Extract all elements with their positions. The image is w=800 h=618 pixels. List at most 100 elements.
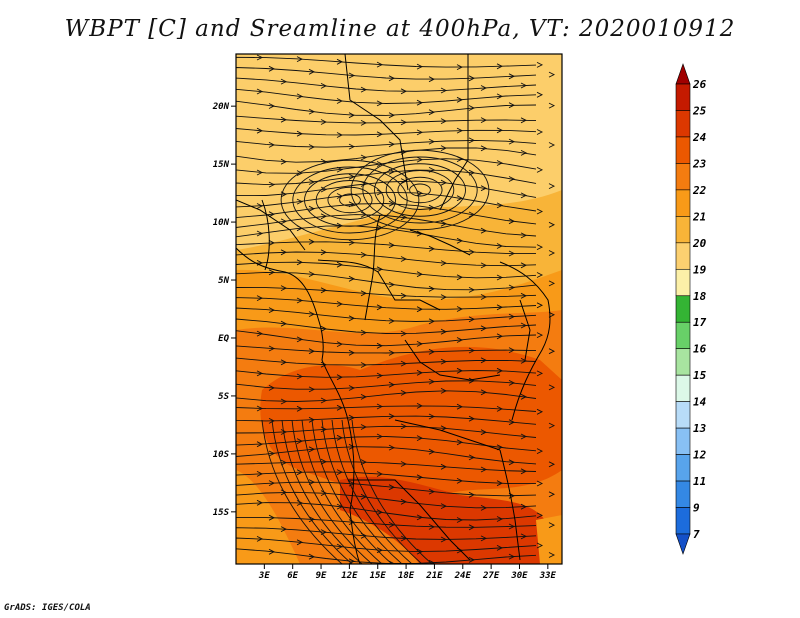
- streamline-arrow: [268, 384, 276, 391]
- streamline-arrow: [268, 480, 276, 487]
- streamline-arrow: [296, 56, 304, 63]
- streamline-arrow: [360, 154, 368, 161]
- streamline-arrow: [496, 274, 504, 281]
- streamline-arrow: [468, 316, 476, 323]
- colorbar-segment: [675, 480, 691, 508]
- streamline-arrow: [480, 535, 488, 542]
- colorbar-label: 20: [692, 237, 707, 250]
- streamline-arrow: [548, 422, 556, 429]
- streamline-arrow: [508, 102, 516, 109]
- streamline-arrow: [376, 342, 384, 349]
- streamline-arrow: [280, 459, 288, 466]
- streamline-arrow: [376, 509, 384, 516]
- streamline-arrow: [296, 170, 304, 177]
- streamline-arrow: [280, 191, 288, 198]
- lon-tick-label: 18E: [398, 571, 415, 581]
- streamline-arrow: [256, 88, 264, 95]
- colorbar-segment: [675, 454, 691, 482]
- streamline-arrow: [320, 82, 328, 89]
- streamline-arrow: [456, 127, 464, 134]
- lon-tick-label: 6E: [287, 571, 298, 581]
- streamline-arrow: [428, 448, 436, 455]
- streamline-arrow: [256, 470, 264, 477]
- streamline: [236, 100, 537, 116]
- streamline-arrow: [320, 119, 328, 125]
- streamline-arrow: [428, 488, 436, 495]
- streamline-arrow: [256, 127, 264, 134]
- streamline-arrow: [508, 419, 516, 426]
- lat-tick-label: EQ: [218, 334, 229, 344]
- streamline-arrow: [400, 88, 408, 95]
- streamline-arrow: [348, 72, 356, 79]
- streamline-arrow: [456, 367, 464, 374]
- colorbar-segment: [675, 348, 691, 376]
- streamline-arrow: [520, 232, 528, 239]
- streamline: [281, 419, 363, 564]
- streamline-arrow: [296, 297, 304, 304]
- colorbar-segment: [675, 216, 691, 244]
- streamline-arrow: [480, 325, 488, 332]
- streamline-arrow: [256, 54, 264, 61]
- streamline-arrow: [256, 370, 264, 377]
- streamline-arrow: [308, 311, 316, 318]
- streamline-arrow: [400, 119, 408, 126]
- streamline-arrow: [360, 393, 368, 400]
- streamline-arrow: [520, 468, 528, 475]
- streamline: [261, 419, 343, 564]
- streamline-arrow: [548, 183, 556, 190]
- colorbar-segment: [675, 136, 691, 164]
- streamline-arrow: [308, 386, 316, 393]
- streamline-arrow: [508, 459, 516, 466]
- streamline-arrow: [320, 287, 328, 294]
- streamline-arrow: [536, 302, 544, 309]
- streamline-arrow: [440, 328, 448, 335]
- colorbar-label: 24: [692, 131, 707, 144]
- colorbar: 26 25 24 23 22 21 20 19 18 17 16 15 14 13 12 11 9 7: [675, 63, 707, 555]
- streamline-arrow: [548, 250, 556, 256]
- streamline-arrow: [456, 237, 464, 244]
- streamline-arrow: [308, 516, 316, 523]
- streamline-arrow: [440, 87, 448, 94]
- streamline: [236, 147, 537, 163]
- streamline-arrow: [520, 262, 528, 269]
- colorbar-segment: [675, 242, 691, 270]
- streamline-arrow: [308, 271, 316, 278]
- streamline-arrow: [496, 93, 504, 100]
- streamline-arrow: [280, 359, 288, 366]
- streamline: [236, 271, 537, 291]
- colorbar-label: 19: [693, 263, 707, 276]
- streamline-arrow: [480, 294, 488, 300]
- streamline-arrow: [256, 499, 264, 506]
- streamline: [236, 180, 537, 198]
- streamline-arrow: [416, 99, 424, 106]
- streamline-arrow: [428, 348, 436, 355]
- streamline-arrow: [496, 367, 504, 374]
- streamline-arrow: [308, 479, 316, 486]
- colorbar-segment: [675, 374, 691, 402]
- colorbar-top-arrow: [675, 63, 691, 85]
- streamline-arrow: [256, 330, 264, 337]
- streamline-arrow: [536, 448, 544, 455]
- vortex-line: [327, 186, 373, 214]
- streamline-arrow: [520, 533, 528, 540]
- streamline: [236, 307, 537, 322]
- streamline: [236, 415, 537, 425]
- streamline-arrow: [296, 438, 304, 445]
- streamline-arrow: [440, 503, 448, 510]
- streamline-arrow: [440, 294, 448, 301]
- streamline-arrow: [376, 100, 384, 107]
- streamline-arrow: [496, 516, 504, 522]
- colorbar-label: 21: [692, 210, 706, 223]
- streamline-arrow: [428, 559, 436, 564]
- lon-tick-label: 33E: [539, 571, 557, 581]
- streamline-arrow: [468, 347, 476, 354]
- streamline-arrow: [548, 221, 556, 228]
- streamline-arrow: [280, 526, 288, 533]
- streamline-arrow: [256, 535, 264, 542]
- streamline-arrow: [296, 198, 304, 205]
- streamline-arrow: [296, 373, 304, 380]
- lon-tick-label: 24E: [454, 571, 472, 581]
- streamline-arrow: [280, 218, 288, 225]
- streamline-arrow: [360, 181, 368, 187]
- streamline: [236, 77, 537, 92]
